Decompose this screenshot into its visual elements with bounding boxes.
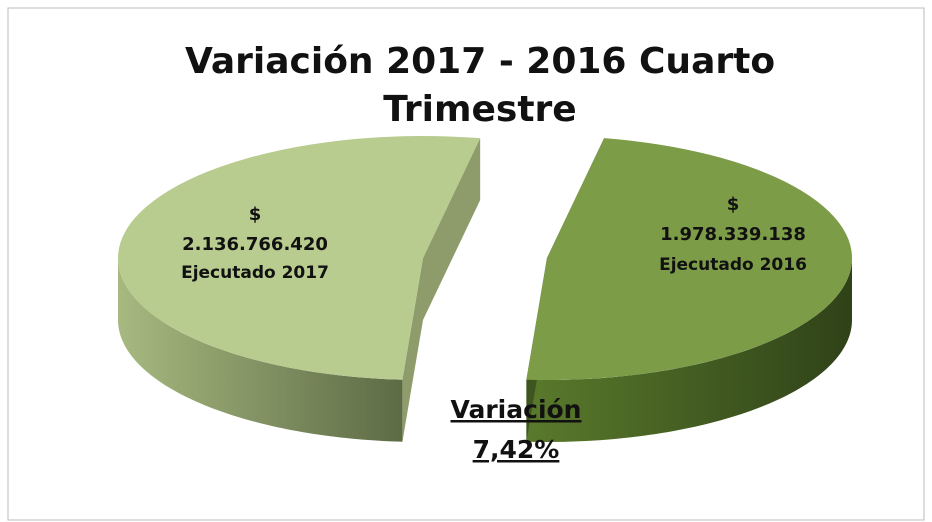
slice-cut xyxy=(423,138,481,320)
data-label: $2.136.766.420 xyxy=(182,204,328,255)
frame xyxy=(7,7,925,521)
category-label: Ejecutado 2016 xyxy=(659,255,807,275)
chart-title: Variación 2017 - 2016 Cuarto Trimestre xyxy=(184,41,776,130)
data-label: $1.978.339.138 xyxy=(660,194,806,245)
slice-side xyxy=(526,258,852,442)
annotation-label: Variación xyxy=(451,395,582,424)
annotation-value: 7,42% xyxy=(473,435,560,464)
slice xyxy=(117,135,481,380)
slice-cut xyxy=(402,258,423,442)
slice xyxy=(526,138,852,380)
slice-side xyxy=(118,258,403,442)
category-label: Ejecutado 2017 xyxy=(181,263,329,283)
pie xyxy=(117,135,852,442)
